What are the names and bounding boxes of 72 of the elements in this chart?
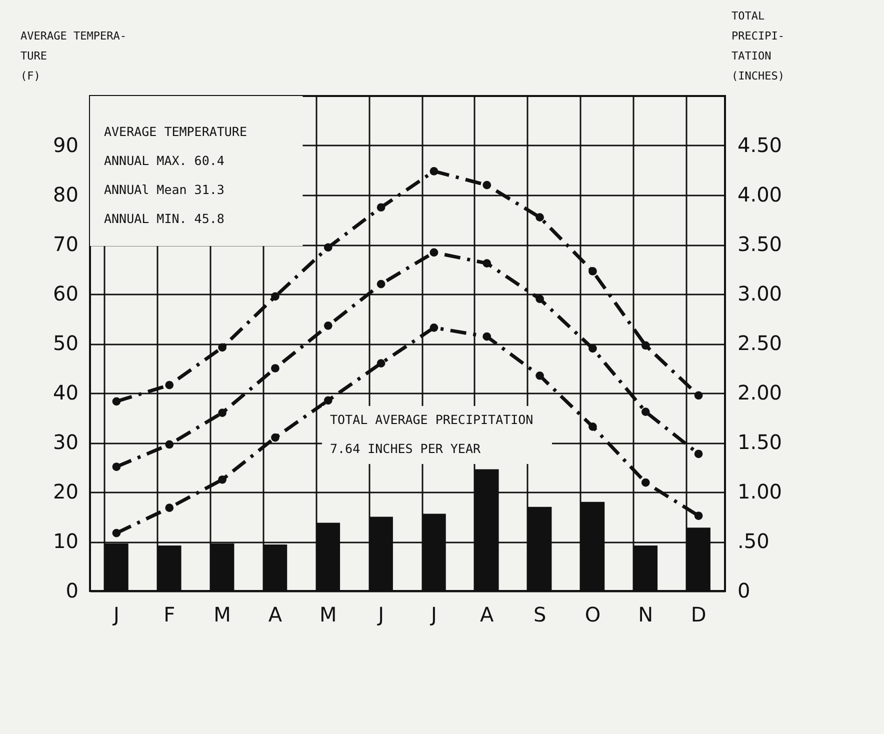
y2-tick-label: 2.00 — [738, 380, 782, 404]
point — [536, 372, 544, 380]
x-tick-label: S — [533, 602, 546, 626]
x-tick-label: J — [429, 602, 437, 626]
y2-tick-label: 3.50 — [738, 232, 782, 256]
point — [482, 259, 492, 268]
point — [376, 280, 386, 288]
y2-tick-label: 0 — [738, 578, 750, 602]
point — [430, 248, 438, 257]
point — [112, 397, 121, 406]
point — [641, 478, 650, 487]
point — [376, 203, 386, 212]
y-tick-label: 80 — [53, 182, 78, 206]
point — [112, 528, 121, 538]
annotation: AVERAGE TEMPERATURE ANNUAL MAX. 60.4 ANNUAl Mean 31.3 ANNUAL MIN. 45.8 — [104, 124, 247, 226]
y-tick-label: 90 — [53, 133, 78, 157]
point — [482, 180, 492, 190]
point — [588, 422, 597, 431]
point — [376, 359, 386, 368]
point — [588, 344, 597, 353]
x-tick-label: M — [319, 602, 337, 626]
y2-axis-title: TOTAL PRECIPI- TATION (INCHES) — [732, 10, 784, 82]
point — [271, 292, 280, 301]
point — [324, 396, 332, 405]
y2-tick-label: 3.00 — [738, 282, 782, 306]
y-axis-title: AVERAGE TEMPERA- TURE (F) — [20, 30, 126, 82]
y-tick-label: 60 — [53, 282, 78, 306]
y-tick-label: 70 — [53, 232, 78, 256]
point — [165, 504, 174, 512]
x-tick-label: D — [690, 602, 706, 626]
point — [271, 364, 280, 372]
point — [218, 475, 226, 484]
x-tick-label: F — [164, 602, 176, 626]
x-tick-label: O — [584, 602, 601, 626]
y-tick-label: 50 — [53, 331, 78, 355]
x-tick-label: M — [214, 602, 231, 626]
point — [694, 450, 703, 458]
point — [324, 322, 332, 330]
point — [165, 380, 174, 390]
x-tick-label: J — [112, 602, 120, 626]
x-tick-label: N — [638, 602, 654, 626]
y2-tick-label: .50 — [738, 529, 770, 553]
y2-tick-label: 4.50 — [738, 133, 782, 157]
y2-tick-label: 1.00 — [738, 480, 782, 504]
point — [430, 167, 438, 176]
y2-tick-label: 2.50 — [738, 331, 782, 355]
annotation: TOTAL AVERAGE PRECIPITATION 7.64 INCHES PER YEAR — [330, 412, 534, 456]
y-tick-label: 0 — [66, 578, 78, 602]
y-tick-label: 30 — [53, 430, 78, 454]
point — [588, 267, 597, 276]
point — [536, 213, 544, 222]
y-tick-label: 10 — [53, 529, 78, 553]
point — [430, 323, 438, 332]
point — [694, 512, 703, 520]
y2-tick-label: 4.00 — [738, 182, 782, 206]
y-tick-label: 20 — [53, 480, 78, 504]
x-tick-label: A — [268, 602, 282, 626]
point — [324, 243, 332, 252]
point — [271, 433, 280, 442]
x-tick-label: A — [480, 602, 494, 626]
point — [641, 408, 650, 416]
point — [641, 341, 650, 350]
point — [165, 440, 174, 449]
x-tick-label: J — [376, 602, 384, 626]
y-tick-label: 40 — [53, 380, 78, 404]
point — [112, 462, 121, 471]
point — [694, 391, 703, 400]
point — [536, 294, 544, 304]
point — [482, 332, 492, 341]
point — [218, 408, 226, 417]
y2-tick-label: 1.50 — [738, 430, 782, 454]
point — [218, 343, 226, 352]
